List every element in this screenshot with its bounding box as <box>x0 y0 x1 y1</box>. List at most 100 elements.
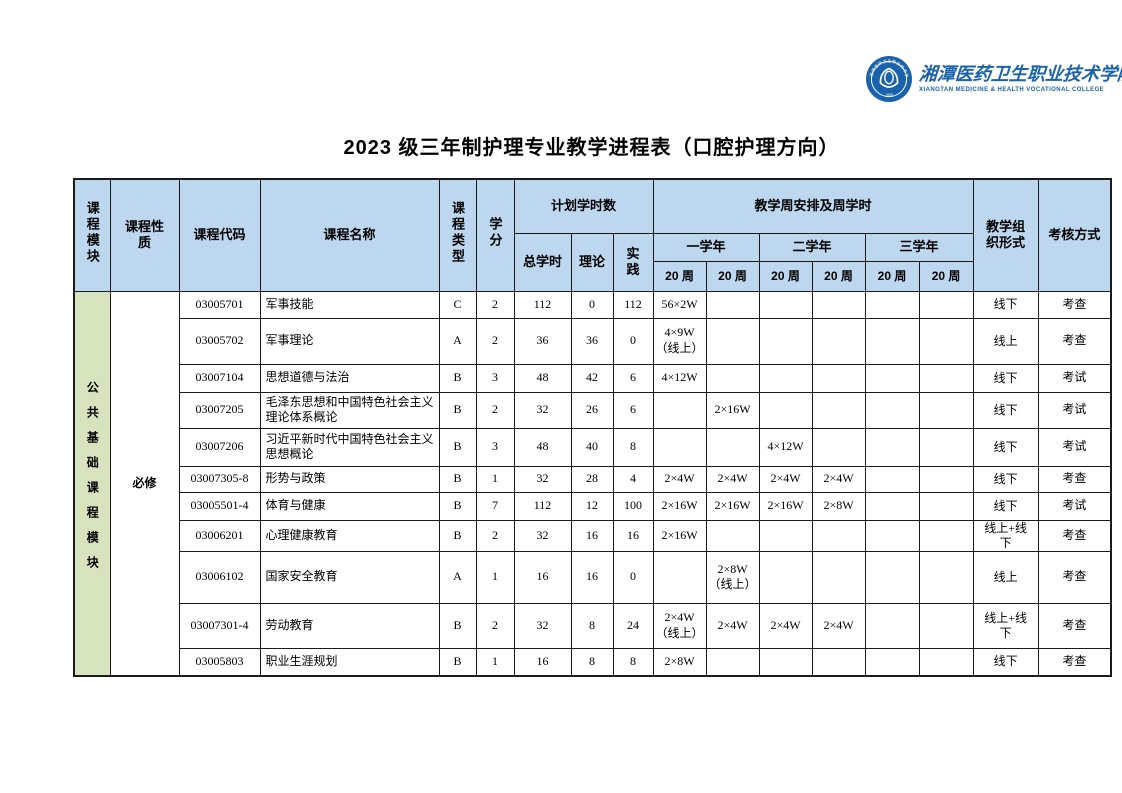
cell-type: B <box>438 491 477 521</box>
cell-week-6 <box>918 519 974 552</box>
cell-week-2 <box>705 519 760 552</box>
header-weekly: 教学周安排及周学时 <box>652 178 974 234</box>
cell-total-hours: 48 <box>513 427 572 467</box>
cell-credit: 3 <box>475 427 515 467</box>
cell-week-5 <box>864 427 920 467</box>
cell-week-4 <box>811 391 866 429</box>
cell-type: B <box>438 391 477 429</box>
cell-theory: 0 <box>570 290 614 319</box>
header-20weeks-4: 20 周 <box>811 260 866 292</box>
cell-org-form: 线下 <box>972 427 1039 467</box>
cell-practice: 16 <box>612 519 654 552</box>
cell-theory: 26 <box>570 391 614 429</box>
cell-week-6 <box>918 602 974 649</box>
cell-code: 03005702 <box>178 317 261 365</box>
cell-week-2: 2×16W <box>705 491 760 521</box>
cell-module-group: 公共基础课程模块 <box>73 290 111 677</box>
college-name-en: XIANGTAN MEDICINE & HEALTH VOCATIONAL CO… <box>919 86 1105 93</box>
cell-org-form: 线上 <box>972 550 1039 604</box>
cell-week-1: 56×2W <box>652 290 707 319</box>
header-20weeks-6: 20 周 <box>918 260 974 292</box>
cell-week-3 <box>758 519 813 552</box>
cell-week-6 <box>918 491 974 521</box>
cell-practice: 0 <box>612 317 654 365</box>
header-20weeks-5: 20 周 <box>864 260 920 292</box>
table-row: 03007206 习近平新时代中国特色社会主义思想概论 B 3 48 40 8 … <box>74 427 1112 467</box>
cell-week-1: 4×12W <box>652 363 707 393</box>
header-year1: 一学年 <box>652 232 760 262</box>
cell-assessment: 考试 <box>1037 491 1112 521</box>
cell-week-1: 2×16W <box>652 519 707 552</box>
cell-week-3 <box>758 317 813 365</box>
cell-course-name: 习近平新时代中国特色社会主义思想概论 <box>259 427 440 467</box>
cell-week-5 <box>864 647 920 677</box>
cell-org-form: 线下 <box>972 363 1039 393</box>
cell-course-name: 国家安全教育 <box>259 550 440 604</box>
cell-code: 03006201 <box>178 519 261 552</box>
cell-course-name: 劳动教育 <box>259 602 440 649</box>
cell-assessment: 考试 <box>1037 363 1112 393</box>
header-total-hours: 总学时 <box>513 232 572 292</box>
cell-week-6 <box>918 391 974 429</box>
cell-week-6 <box>918 465 974 493</box>
cell-week-3: 4×12W <box>758 427 813 467</box>
cell-total-hours: 32 <box>513 519 572 552</box>
cell-course-name: 心理健康教育 <box>259 519 440 552</box>
cell-week-1: 2×4W <box>652 465 707 493</box>
cell-week-2 <box>705 317 760 365</box>
cell-practice: 6 <box>612 391 654 429</box>
header-credit: 学分 <box>475 178 515 292</box>
cell-week-5 <box>864 550 920 604</box>
cell-week-5 <box>864 491 920 521</box>
cell-assessment: 考查 <box>1037 647 1112 677</box>
cell-type: B <box>438 363 477 393</box>
page-title: 2023 级三年制护理专业教学进程表（口腔护理方向） <box>343 137 840 159</box>
table-row: 公共基础课程模块 必修 03005701 军事技能 C 2 112 0 112 … <box>73 290 1112 677</box>
cell-week-2 <box>705 290 760 319</box>
cell-practice: 6 <box>612 363 654 393</box>
cell-total-hours: 32 <box>513 602 572 649</box>
cell-assessment: 考查 <box>1037 465 1112 493</box>
cell-total-hours: 16 <box>513 550 572 604</box>
cell-practice: 100 <box>612 491 654 521</box>
cell-code: 03005501-4 <box>178 491 261 521</box>
schedule-table: 课程模块 课程性质 课程代码 课程名称 课程类型 学分 计划学时数 教学周安排及… <box>73 178 1113 678</box>
svg-text:1958: 1958 <box>885 93 893 97</box>
table-row: 03005803 职业生涯规划 B 1 16 8 8 2×8W 线下 考查 <box>74 647 1112 677</box>
cell-practice: 0 <box>612 550 654 604</box>
cell-week-4 <box>811 290 866 319</box>
cell-total-hours: 48 <box>513 363 572 393</box>
cell-code: 03007205 <box>178 391 261 429</box>
header-org-form: 教学组织形式 <box>972 178 1039 292</box>
cell-week-4 <box>811 317 866 365</box>
cell-assessment: 考试 <box>1037 391 1112 429</box>
cell-week-3 <box>758 363 813 393</box>
header-theory: 理论 <box>570 232 614 292</box>
header-year2: 二学年 <box>758 232 866 262</box>
cell-total-hours: 32 <box>513 391 572 429</box>
college-emblem-icon: 湘潭医药卫生职业技术学院 1958 <box>866 56 912 102</box>
header-20weeks-2: 20 周 <box>705 260 760 292</box>
header-planned-hours: 计划学时数 <box>513 178 654 234</box>
cell-total-hours: 32 <box>513 465 572 493</box>
cell-week-4: 2×8W <box>811 491 866 521</box>
cell-theory: 40 <box>570 427 614 467</box>
table-row: 03006201 心理健康教育 B 2 32 16 16 2×16W 线上+线下… <box>74 519 1112 552</box>
table-row: 03005501-4 体育与健康 B 7 112 12 100 2×16W 2×… <box>74 491 1112 521</box>
cell-week-5 <box>864 519 920 552</box>
cell-total-hours: 16 <box>513 647 572 677</box>
cell-week-6 <box>918 427 974 467</box>
cell-week-3 <box>758 647 813 677</box>
header-row-2: 总学时 理论 实践 一学年 二学年 三学年 <box>74 232 1111 292</box>
cell-week-1 <box>652 427 707 467</box>
cell-course-name: 思想道德与法治 <box>259 363 440 393</box>
header-20weeks-1: 20 周 <box>652 260 707 292</box>
cell-theory: 36 <box>570 317 614 365</box>
header-assessment: 考核方式 <box>1037 178 1112 292</box>
cell-practice: 8 <box>612 427 654 467</box>
cell-week-3 <box>758 550 813 604</box>
table-row: 03005702 军事理论 A 2 36 36 0 4×9W（线上） 线上 考查 <box>74 317 1112 365</box>
cell-week-4 <box>811 647 866 677</box>
cell-credit: 1 <box>475 550 515 604</box>
cell-theory: 16 <box>570 519 614 552</box>
